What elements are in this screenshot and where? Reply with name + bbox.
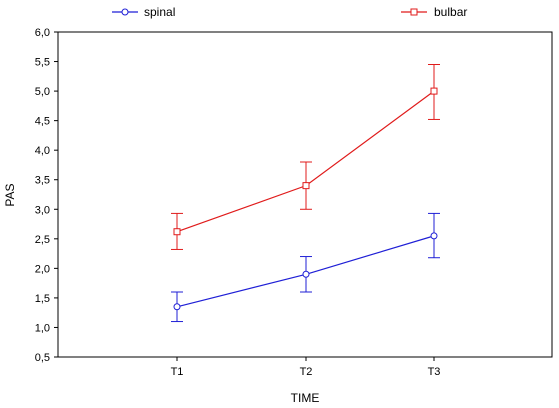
data-point (173, 228, 181, 236)
y-tick-label: 0,5 (35, 352, 50, 364)
x-tick-label: T3 (428, 366, 441, 378)
x-axis: T1 T2 T3 (171, 357, 441, 378)
data-point (430, 232, 438, 240)
x-tick-label: T2 (300, 366, 313, 378)
series-layer (171, 64, 440, 323)
series-bulbar (171, 64, 440, 250)
legend-marker (121, 8, 129, 16)
legend-label: bulbar (434, 5, 467, 19)
data-point (430, 87, 438, 95)
series-line (176, 90, 435, 233)
legend-label: spinal (144, 5, 175, 19)
data-point (302, 270, 310, 278)
y-tick-label: 1,5 (35, 293, 50, 305)
y-tick-label: 5,5 (35, 57, 50, 69)
y-tick-label: 2,5 (35, 234, 50, 246)
plot-frame (57, 31, 553, 358)
y-tick-label: 1,0 (35, 322, 50, 334)
y-axis: 0,5 1,0 1,5 2,0 2,5 3,0 3,5 4,0 4,5 5,0 5,5 6,0 (35, 27, 58, 364)
x-tick-label: T1 (171, 366, 184, 378)
x-axis-title: TIME (291, 391, 320, 405)
y-tick-label: 2,0 (35, 263, 50, 275)
legend-item-bulbar: bulbar (401, 5, 467, 19)
y-tick-label: 5,0 (35, 86, 50, 98)
legend-marker (410, 8, 418, 16)
y-tick-label: 6,0 (35, 27, 50, 39)
y-tick-label: 4,0 (35, 145, 50, 157)
legend-item-spinal: spinal (112, 5, 175, 19)
data-point (302, 182, 310, 190)
y-axis-title: PAS (3, 183, 17, 206)
y-tick-label: 3,5 (35, 175, 50, 187)
series-spinal (171, 212, 440, 323)
data-point (173, 303, 181, 311)
y-tick-label: 4,5 (35, 116, 50, 128)
y-tick-label: 3,0 (35, 204, 50, 216)
legend: spinal bulbar (112, 5, 467, 19)
